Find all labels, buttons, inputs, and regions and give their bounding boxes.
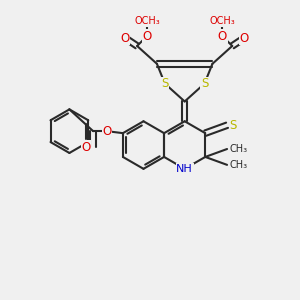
Text: O: O xyxy=(239,32,249,44)
Text: S: S xyxy=(229,119,237,132)
Text: O: O xyxy=(82,140,91,154)
Text: OCH₃: OCH₃ xyxy=(134,16,160,26)
Text: O: O xyxy=(142,30,152,43)
Text: OCH₃: OCH₃ xyxy=(209,16,235,26)
Text: CH₃: CH₃ xyxy=(230,144,248,154)
Text: O: O xyxy=(218,30,227,43)
Text: NH: NH xyxy=(176,164,193,174)
Text: S: S xyxy=(201,77,208,90)
Text: O: O xyxy=(121,32,130,44)
Text: O: O xyxy=(102,125,112,138)
Text: CH₃: CH₃ xyxy=(230,160,248,170)
Text: S: S xyxy=(161,77,169,90)
